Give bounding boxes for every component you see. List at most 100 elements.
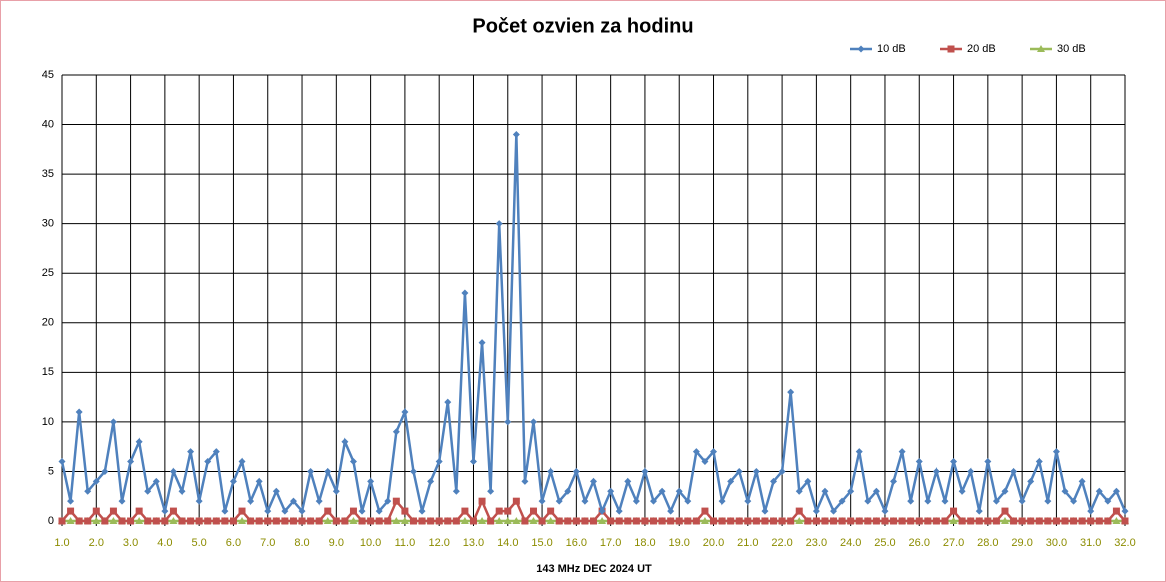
marker (315, 497, 323, 505)
marker (658, 487, 666, 495)
marker (135, 517, 144, 524)
marker (872, 487, 880, 495)
marker (1061, 487, 1069, 495)
marker (941, 497, 949, 505)
marker (881, 507, 889, 515)
marker (890, 477, 898, 485)
marker (958, 517, 966, 525)
marker (101, 517, 109, 525)
marker (735, 467, 743, 475)
marker (375, 517, 383, 525)
marker (238, 507, 246, 515)
marker (503, 517, 512, 524)
marker (898, 448, 906, 456)
marker (1078, 477, 1086, 485)
y-tick-label: 15 (42, 366, 54, 378)
marker (418, 507, 426, 515)
marker (1061, 517, 1069, 525)
marker (75, 408, 83, 416)
marker (452, 487, 460, 495)
marker (358, 507, 366, 515)
marker (323, 517, 332, 524)
marker (1001, 487, 1009, 495)
marker (795, 487, 803, 495)
x-tick-label: 11.0 (395, 537, 416, 549)
marker (127, 458, 135, 466)
marker (358, 517, 366, 525)
x-tick-label: 16.0 (566, 537, 587, 549)
marker (460, 517, 469, 524)
marker (187, 517, 195, 525)
marker (495, 507, 503, 515)
marker (144, 487, 152, 495)
marker (555, 517, 563, 525)
marker (1027, 517, 1035, 525)
x-tick-label: 10.0 (360, 537, 381, 549)
x-tick-label: 2.0 (89, 537, 104, 549)
marker (650, 497, 658, 505)
marker (109, 418, 117, 426)
marker (127, 517, 135, 525)
marker (221, 517, 229, 525)
marker (264, 507, 272, 515)
marker (1052, 517, 1060, 525)
marker (229, 477, 237, 485)
marker (332, 487, 340, 495)
chart-title: Počet ozvien za hodinu (472, 15, 693, 37)
marker (324, 467, 332, 475)
marker (624, 517, 632, 525)
marker (469, 517, 477, 525)
marker (752, 517, 760, 525)
marker (478, 497, 486, 505)
marker (710, 517, 718, 525)
marker (1044, 497, 1052, 505)
marker (1018, 497, 1026, 505)
x-tick-label: 30.0 (1046, 537, 1067, 549)
x-tick-label: 12.0 (428, 537, 449, 549)
marker (941, 517, 949, 525)
marker (624, 477, 632, 485)
marker (830, 517, 838, 525)
marker (684, 517, 692, 525)
x-tick-label: 27.0 (943, 537, 964, 549)
marker (341, 517, 349, 525)
marker (958, 487, 966, 495)
marker (427, 477, 435, 485)
y-tick-label: 0 (48, 515, 54, 527)
marker (872, 517, 880, 525)
marker (701, 458, 709, 466)
marker (247, 497, 255, 505)
marker (658, 517, 666, 525)
marker (898, 517, 906, 525)
marker (195, 517, 203, 525)
x-tick-label: 24.0 (840, 537, 861, 549)
marker (400, 517, 409, 524)
marker (324, 507, 332, 515)
marker (564, 517, 572, 525)
marker (67, 497, 75, 505)
x-tick-label: 6.0 (226, 537, 241, 549)
marker (238, 517, 247, 524)
marker (109, 517, 118, 524)
marker (435, 458, 443, 466)
marker (229, 517, 237, 525)
marker (950, 458, 958, 466)
marker (272, 517, 280, 525)
marker (915, 517, 923, 525)
marker (495, 220, 503, 228)
marker (675, 487, 683, 495)
y-tick-label: 25 (42, 267, 54, 279)
marker (890, 517, 898, 525)
marker (521, 477, 529, 485)
x-tick-label: 7.0 (260, 537, 275, 549)
marker (787, 517, 795, 525)
marker (838, 497, 846, 505)
marker (75, 517, 83, 525)
marker (864, 517, 872, 525)
marker (1104, 517, 1112, 525)
marker (607, 487, 615, 495)
marker (529, 517, 538, 524)
marker (92, 507, 100, 515)
marker (1112, 517, 1121, 524)
